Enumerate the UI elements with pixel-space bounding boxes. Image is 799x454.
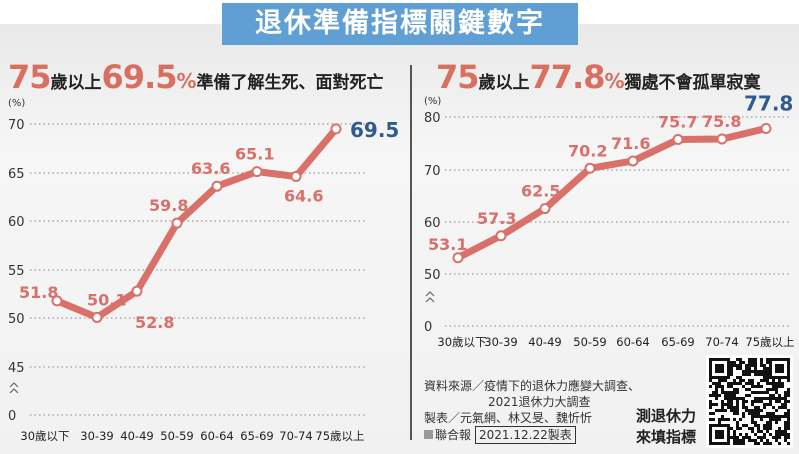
publisher: 聯合報 — [435, 428, 472, 442]
data-point — [251, 166, 263, 178]
data-label: 63.6 — [191, 159, 230, 178]
data-label: 75.7 — [658, 113, 697, 132]
panel-divider — [410, 65, 412, 440]
x-tick-label: 60-64 — [200, 429, 233, 443]
data-label: 50.1 — [87, 290, 126, 309]
source-notes: 資料來源／疫情下的退休力應變大調查、 2021退休力大調查 製表／元氣網、林又旻… — [424, 378, 640, 444]
credits: 製表／元氣網、林又旻、魏忻忻 — [424, 411, 593, 425]
source-line-1: 資料來源／疫情下的退休力應變大調查、 — [424, 379, 641, 393]
y-tick-label: 55 — [8, 264, 25, 279]
data-point — [627, 155, 639, 167]
data-label: 70.2 — [568, 141, 607, 160]
data-point — [672, 134, 684, 146]
y-tick-label: 70 — [424, 164, 441, 179]
headline-age-suffix: 歲以上 — [50, 73, 102, 93]
data-point — [290, 170, 302, 182]
y-tick-label: 80 — [424, 111, 441, 126]
y-tick-label: 0 — [8, 409, 16, 424]
x-tick-label: 50-59 — [573, 335, 606, 349]
qr-label: 測退休力 來填指標 — [636, 406, 696, 448]
data-label: 59.8 — [149, 196, 188, 215]
data-point — [91, 311, 103, 323]
data-point — [51, 295, 63, 307]
data-point — [211, 180, 223, 192]
square-icon — [424, 430, 433, 439]
headline-pct: % — [604, 69, 625, 93]
y-tick-label: 70 — [8, 118, 25, 133]
x-tick-label: 75歲以上 — [315, 429, 364, 443]
page-title: 退休準備指標關鍵數字 — [222, 3, 578, 45]
x-tick-label: 30歲以下 — [20, 429, 69, 443]
data-label: 71.6 — [611, 134, 650, 153]
data-point — [131, 285, 143, 297]
headline-age-suffix: 歲以上 — [478, 73, 530, 93]
y-tick-label: 60 — [8, 215, 25, 230]
data-point — [539, 203, 551, 215]
data-point — [330, 123, 342, 135]
headline-value: 69.5 — [101, 58, 178, 96]
data-label: 57.3 — [477, 209, 516, 228]
date-stamp: 2021.12.22製表 — [475, 426, 576, 444]
publisher-row: 聯合報 2021.12.22製表 — [424, 426, 640, 444]
axis-break-icon — [425, 291, 435, 303]
left-headline: 75歲以上69.5%準備了解生死、面對死亡 — [8, 58, 384, 96]
headline-pct: % — [176, 69, 197, 93]
x-tick-label: 40-49 — [120, 429, 153, 443]
x-tick-label: 50-59 — [160, 429, 193, 443]
y-tick-label: 60 — [424, 216, 441, 231]
x-tick-label: 30-39 — [80, 429, 113, 443]
x-tick-label: 65-69 — [240, 429, 273, 443]
y-tick-label: 45 — [8, 361, 25, 376]
y-tick-label: 50 — [424, 268, 441, 283]
data-label: 75.8 — [702, 112, 741, 131]
y-tick-label: 50 — [8, 312, 25, 327]
headline-text: 準備了解生死、面對死亡 — [196, 73, 384, 93]
headline-age: 75 — [436, 58, 480, 96]
x-tick-label: 70-74 — [705, 335, 738, 349]
data-label: 65.1 — [235, 145, 274, 164]
series-line — [454, 125, 770, 262]
data-point — [584, 162, 596, 174]
qr-label-line-1: 測退休力 — [636, 407, 697, 425]
headline-text: 獨處不會孤單寂寞 — [624, 73, 761, 93]
data-label: 52.8 — [135, 313, 174, 332]
data-label: 77.8 — [744, 92, 793, 116]
source-line-2: 2021退休力大調查 — [488, 395, 591, 409]
data-label: 53.1 — [428, 235, 467, 254]
data-label: 62.5 — [521, 182, 560, 201]
right-headline: 75歲以上77.8%獨處不會孤單寂寞 — [436, 58, 761, 96]
x-tick-label: 30-39 — [484, 335, 517, 349]
y-unit-label: (%) — [424, 96, 441, 107]
data-point — [171, 217, 183, 229]
x-tick-label: 70-74 — [279, 429, 312, 443]
axis-break-icon — [9, 382, 19, 394]
data-point — [495, 230, 507, 242]
y-tick-label: 0 — [424, 320, 432, 335]
headline-age: 75 — [8, 58, 52, 96]
data-label: 69.5 — [350, 118, 399, 142]
x-tick-label: 65-69 — [661, 335, 694, 349]
qr-label-line-2: 來填指標 — [636, 428, 697, 446]
data-label: 51.8 — [19, 283, 58, 302]
x-tick-label: 30歲以下 — [437, 335, 486, 349]
x-tick-label: 75歲以上 — [745, 335, 794, 349]
y-unit-label: (%) — [8, 98, 25, 109]
qr-code-icon[interactable] — [706, 355, 793, 448]
x-tick-label: 40-49 — [528, 335, 561, 349]
x-tick-label: 60-64 — [616, 335, 649, 349]
data-point — [452, 252, 464, 264]
y-tick-label: 65 — [8, 167, 25, 182]
data-point — [716, 133, 728, 145]
series-line — [53, 125, 340, 321]
data-point — [760, 123, 772, 135]
background-panel — [0, 24, 799, 454]
data-label: 64.6 — [284, 186, 323, 205]
headline-value: 77.8 — [529, 58, 606, 96]
